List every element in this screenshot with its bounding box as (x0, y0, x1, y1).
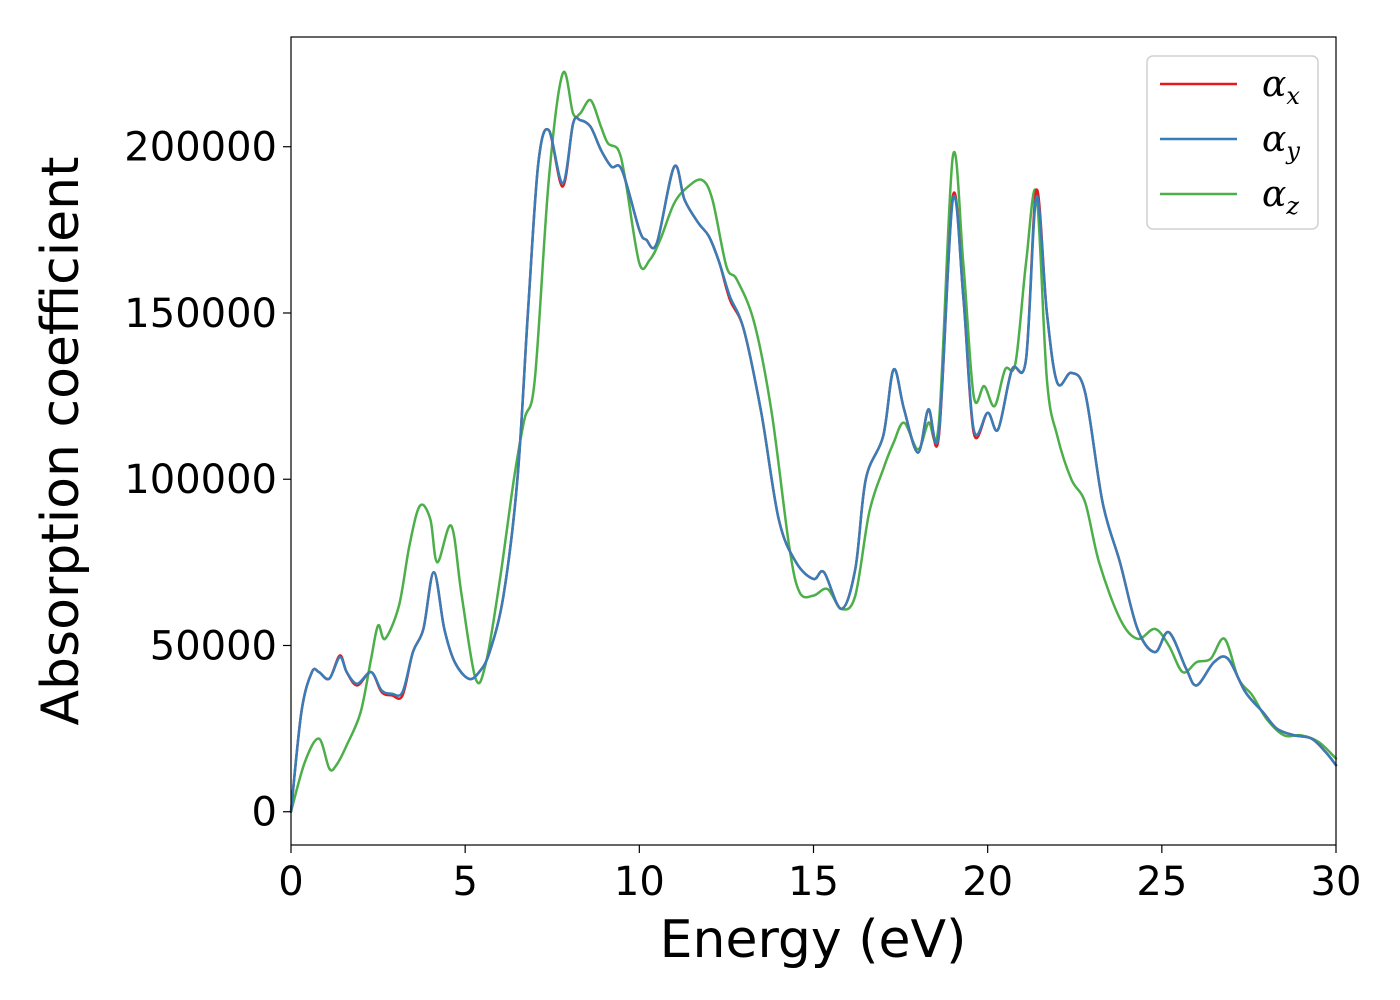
legend-label-z: αz (1262, 174, 1299, 220)
y-tick-label: 50000 (150, 623, 277, 669)
x-tick-label: 5 (452, 859, 477, 905)
series-line-y (289, 116, 1338, 813)
x-tick-label: 25 (1136, 859, 1187, 905)
y-axis: 0 50000 100000 150000 200000 (124, 125, 291, 836)
x-tick-label: 30 (1311, 859, 1362, 905)
series-line-z (289, 70, 1338, 813)
y-tick-label: 0 (252, 790, 277, 836)
y-tick-label: 100000 (124, 457, 277, 503)
legend-label-y: αy (1262, 119, 1300, 165)
legend: αx αy αz (1146, 55, 1319, 230)
y-tick-label: 200000 (124, 125, 277, 171)
legend-label-x: αx (1262, 64, 1300, 110)
legend-box (1146, 55, 1319, 230)
y-tick-label: 150000 (124, 291, 277, 337)
x-axis: 0 5 10 15 20 25 30 (278, 845, 1361, 905)
x-tick-label: 0 (278, 859, 303, 905)
x-tick-label: 20 (962, 859, 1013, 905)
y-axis-label: Absorption coefficient (31, 156, 91, 725)
x-tick-label: 10 (614, 859, 665, 905)
x-tick-label: 15 (788, 859, 839, 905)
series-layer (289, 70, 1338, 813)
x-axis-label: Energy (eV) (660, 910, 967, 970)
